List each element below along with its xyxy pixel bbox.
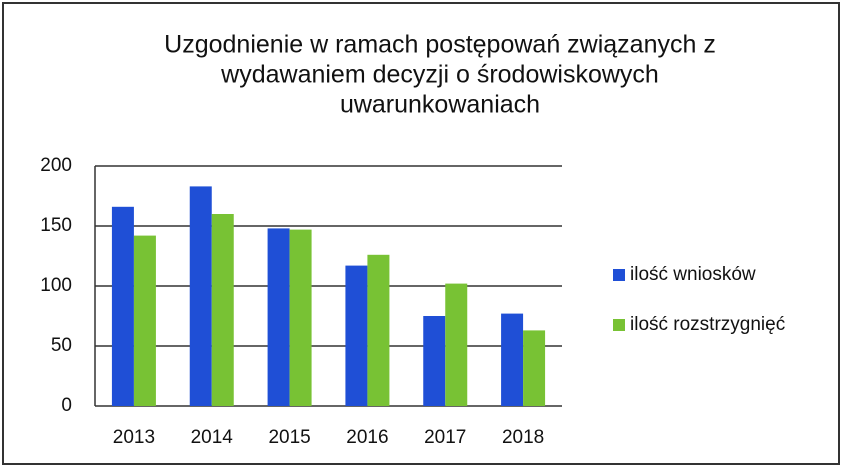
x-tick-label: 2015 — [268, 427, 310, 448]
bar — [345, 265, 368, 406]
bar — [367, 254, 390, 406]
y-tick-label: 100 — [40, 275, 72, 296]
bar — [111, 206, 134, 406]
bar — [267, 228, 290, 406]
bar — [133, 235, 156, 406]
y-tick-label: 200 — [40, 155, 72, 176]
y-tick-label: 50 — [51, 335, 72, 356]
bar — [289, 229, 312, 406]
bar — [189, 186, 212, 406]
bar — [445, 283, 468, 406]
x-tick-label: 2017 — [424, 427, 466, 448]
x-tick-label: 2018 — [502, 427, 544, 448]
bar — [211, 214, 234, 406]
legend-swatch — [613, 319, 625, 331]
bar — [423, 316, 446, 406]
y-tick-label: 150 — [40, 215, 72, 236]
y-tick-label: 0 — [61, 395, 72, 416]
x-tick-label: 2013 — [113, 427, 155, 448]
x-tick-label: 2014 — [191, 427, 234, 448]
chart-title: Uzgodnienie w ramach postępowań związany… — [164, 31, 716, 59]
legend-label: ilość wniosków — [630, 264, 756, 285]
legend-swatch — [613, 269, 625, 281]
chart-title: wydawaniem decyzji o środowiskowych — [220, 61, 659, 89]
legend-label: ilość rozstrzygnięć — [630, 314, 785, 335]
bar — [501, 313, 524, 406]
bar — [523, 330, 546, 406]
x-tick-label: 2016 — [346, 427, 388, 448]
chart-title: uwarunkowaniach — [340, 91, 540, 119]
